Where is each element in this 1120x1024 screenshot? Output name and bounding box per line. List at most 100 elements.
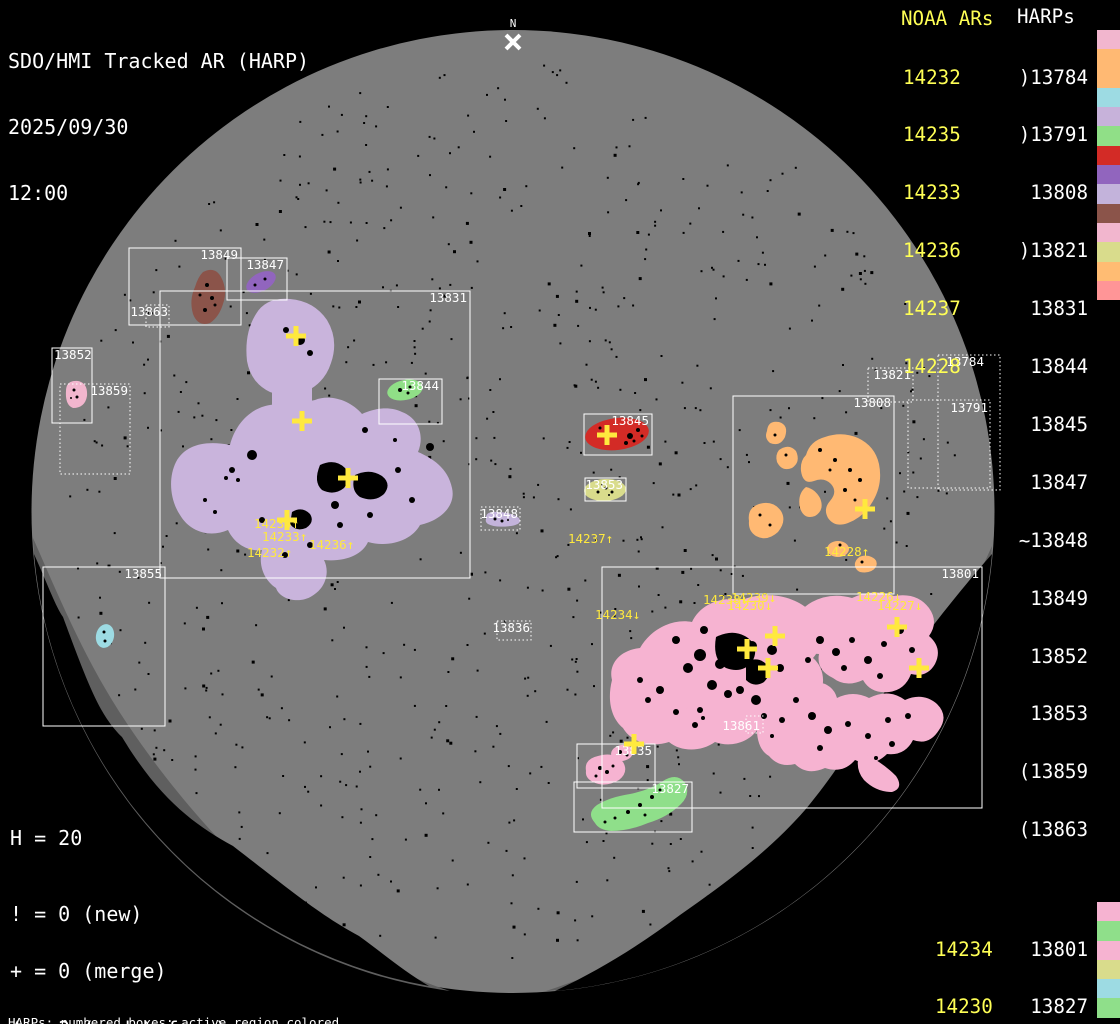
harp-swatch-13835 bbox=[1097, 940, 1120, 960]
harp-box-13784 bbox=[937, 354, 1001, 491]
active-region-13808 bbox=[748, 502, 784, 539]
harp-swatch-13855 bbox=[1097, 979, 1120, 999]
active-region-13852 bbox=[65, 380, 88, 408]
flag-line: + = 0 (merge) bbox=[10, 959, 167, 984]
harp-box-label-13784: 13784 bbox=[946, 354, 984, 369]
harp-swatch-13861 bbox=[1097, 998, 1120, 1018]
active-region-13848 bbox=[485, 511, 520, 527]
active-region-13849 bbox=[191, 269, 226, 324]
observation-time: 12:00 bbox=[8, 181, 69, 205]
harp-swatch-13845 bbox=[1097, 145, 1120, 166]
harp-box-13836 bbox=[496, 620, 532, 641]
flag-legend: ! = 0 (new) + = 0 (merge) ( = 3 (pad bef… bbox=[10, 866, 239, 1024]
harp-entry: 13801 bbox=[1030, 937, 1088, 961]
harp-swatch-13821 bbox=[1097, 87, 1120, 108]
limb-black-sw bbox=[34, 554, 429, 986]
noaa-cross bbox=[277, 510, 297, 530]
harp-box-label-13855: 13855 bbox=[124, 566, 162, 581]
noaa-ar-label-14234: 14234↓ bbox=[595, 607, 640, 622]
harp-box-label-13861: 13861 bbox=[722, 718, 760, 733]
harp-box-label-13801: 13801 bbox=[941, 566, 979, 581]
active-region-13808 bbox=[766, 421, 787, 445]
harp-color-swatches-top bbox=[1097, 30, 1120, 301]
noaa-ar: 14237 bbox=[903, 297, 961, 321]
active-region-13808 bbox=[776, 446, 798, 470]
noaa-ar-label-14233: 14233↑ bbox=[262, 529, 307, 544]
noaa-ar: 14228 bbox=[903, 355, 961, 379]
noaa-ar-label-14227: 14227↓ bbox=[877, 598, 922, 613]
noaa-ar-label-14236: 14236↑ bbox=[309, 537, 354, 552]
noaa-ar-label-14228: 14228↑ bbox=[824, 544, 869, 559]
noaa-list-top: 14232 14235 14233 14236 14237 14228 bbox=[903, 29, 961, 415]
harp-box-13801 bbox=[601, 566, 983, 809]
harp-entry: 13845 bbox=[1030, 412, 1088, 436]
harp-box-13808 bbox=[732, 395, 895, 595]
active-region-13831 bbox=[246, 298, 335, 396]
noaa-ar-label-14237: 14237↑ bbox=[568, 531, 613, 546]
harp-swatch-13808 bbox=[1097, 68, 1120, 88]
active-region-13808 bbox=[854, 555, 877, 573]
harp-box-13845 bbox=[583, 413, 653, 456]
noaa-ar-label-14232: 14232↑ bbox=[247, 545, 292, 560]
harp-swatch-13784 bbox=[1097, 30, 1120, 50]
observation-date: 2025/09/30 bbox=[8, 115, 129, 139]
noaa-ar-label-14239: 14239↓ bbox=[731, 590, 776, 605]
harp-entry: 13852 bbox=[1030, 644, 1088, 668]
active-region-13855 bbox=[95, 624, 115, 648]
harp-entry: 13847 bbox=[1030, 470, 1088, 494]
harp-color-swatches-bottom bbox=[1097, 902, 1120, 1018]
harp-entry: (13859 bbox=[1018, 760, 1088, 784]
noaa-cross bbox=[624, 734, 644, 754]
harp-box-label-13853: 13853 bbox=[585, 477, 623, 492]
noaa-ar-label-14226: 14226↓ bbox=[856, 589, 901, 604]
harp-box-13863 bbox=[145, 304, 170, 328]
footnotes: HARPs: numbered boxes; active region col… bbox=[8, 991, 445, 1024]
harp-swatch-13844 bbox=[1097, 126, 1120, 146]
harp-swatch-13831 bbox=[1097, 107, 1120, 127]
noaa-cross bbox=[286, 326, 306, 346]
noaa-ars-header: NOAA ARs bbox=[901, 7, 994, 30]
harp-box-13827 bbox=[573, 781, 693, 833]
noaa-ar: 14235 bbox=[903, 123, 961, 147]
harp-box-label-13836: 13836 bbox=[492, 620, 530, 635]
active-region-13831 bbox=[171, 397, 453, 601]
harp-list-bottom: 13801 13827 13835 ?13836 13855 (13861 bbox=[1000, 901, 1088, 1024]
harp-entry: ~13848 bbox=[1018, 528, 1088, 552]
harp-box-label-13831: 13831 bbox=[429, 290, 467, 305]
noaa-ar: 14236 bbox=[903, 239, 961, 263]
harp-swatch-13848 bbox=[1097, 184, 1120, 204]
harp-box-label-13847: 13847 bbox=[246, 257, 284, 272]
active-region-13801 bbox=[678, 705, 718, 744]
active-region-13847 bbox=[246, 271, 276, 293]
north-cross-icon bbox=[504, 33, 522, 51]
harp-box-13791 bbox=[907, 399, 991, 489]
harp-box-13821 bbox=[867, 367, 914, 403]
noaa-ar: 14232 bbox=[903, 65, 961, 89]
harp-box-label-13821: 13821 bbox=[873, 367, 911, 382]
harp-box-13852 bbox=[51, 347, 93, 424]
noaa-ar: 14234 bbox=[935, 937, 993, 961]
active-region-13853 bbox=[584, 478, 626, 502]
harp-entry: 13849 bbox=[1030, 586, 1088, 610]
harp-box-label-13863: 13863 bbox=[130, 304, 168, 319]
noaa-ar-label-14238: 14238↓ bbox=[703, 592, 748, 607]
title-block: SDO/HMI Tracked AR (HARP) 2025/09/30 12:… bbox=[8, 6, 309, 248]
noaa-cross bbox=[292, 411, 312, 431]
harp-entry: )13821 bbox=[1018, 239, 1088, 263]
harp-box-label-13844: 13844 bbox=[401, 378, 439, 393]
harp-box-label-13845: 13845 bbox=[611, 413, 649, 428]
active-region-13801 bbox=[796, 592, 938, 693]
noaa-cross bbox=[338, 468, 358, 488]
harp-box-label-13852: 13852 bbox=[54, 347, 92, 362]
harp-box-13853 bbox=[584, 477, 627, 502]
noaa-cross bbox=[597, 425, 617, 445]
page-title: SDO/HMI Tracked AR (HARP) bbox=[8, 49, 310, 73]
harp-swatch-13847 bbox=[1097, 165, 1120, 185]
harp-box-13848 bbox=[480, 506, 521, 531]
active-region-13808 bbox=[800, 434, 881, 525]
harp-box-label-13827: 13827 bbox=[651, 781, 689, 796]
harp-entry: )13791 bbox=[1018, 123, 1088, 147]
harp-box-13855 bbox=[42, 566, 166, 727]
harp-entry: 13808 bbox=[1030, 181, 1088, 205]
